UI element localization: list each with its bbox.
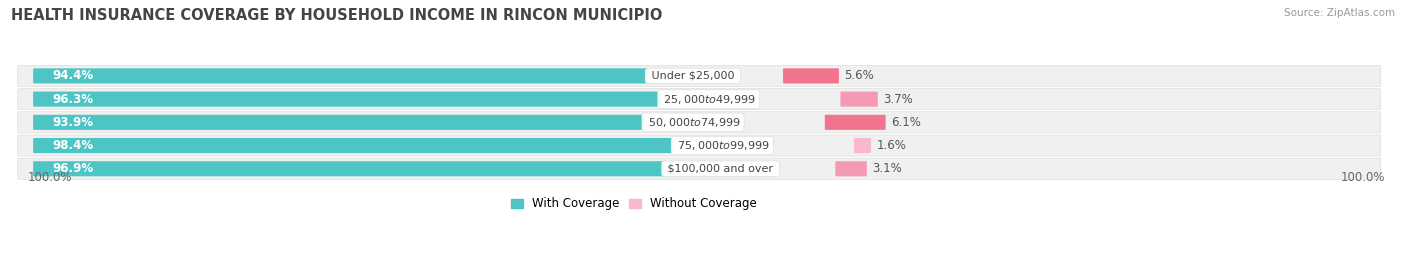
FancyBboxPatch shape xyxy=(853,138,870,153)
Text: 3.7%: 3.7% xyxy=(883,93,912,106)
FancyBboxPatch shape xyxy=(835,161,868,176)
Legend: With Coverage, Without Coverage: With Coverage, Without Coverage xyxy=(512,197,758,210)
FancyBboxPatch shape xyxy=(34,115,645,130)
Text: Source: ZipAtlas.com: Source: ZipAtlas.com xyxy=(1284,8,1395,18)
Text: 3.1%: 3.1% xyxy=(873,162,903,175)
FancyBboxPatch shape xyxy=(18,65,1381,86)
FancyBboxPatch shape xyxy=(18,135,1381,156)
FancyBboxPatch shape xyxy=(783,68,839,83)
Text: $75,000 to $99,999: $75,000 to $99,999 xyxy=(673,139,770,152)
FancyBboxPatch shape xyxy=(825,115,886,130)
Text: 100.0%: 100.0% xyxy=(28,171,72,184)
FancyBboxPatch shape xyxy=(34,91,661,107)
Text: 96.9%: 96.9% xyxy=(52,162,94,175)
Text: 5.6%: 5.6% xyxy=(845,69,875,82)
Text: 98.4%: 98.4% xyxy=(52,139,94,152)
Text: 93.9%: 93.9% xyxy=(52,116,94,129)
FancyBboxPatch shape xyxy=(34,161,665,176)
Text: $50,000 to $74,999: $50,000 to $74,999 xyxy=(644,116,741,129)
Text: Under $25,000: Under $25,000 xyxy=(648,71,738,81)
FancyBboxPatch shape xyxy=(34,68,648,83)
FancyBboxPatch shape xyxy=(841,91,877,107)
Text: 6.1%: 6.1% xyxy=(891,116,921,129)
FancyBboxPatch shape xyxy=(18,89,1381,110)
FancyBboxPatch shape xyxy=(18,158,1381,179)
Text: 94.4%: 94.4% xyxy=(52,69,94,82)
Text: HEALTH INSURANCE COVERAGE BY HOUSEHOLD INCOME IN RINCON MUNICIPIO: HEALTH INSURANCE COVERAGE BY HOUSEHOLD I… xyxy=(11,8,662,23)
Text: $100,000 and over: $100,000 and over xyxy=(664,164,776,174)
FancyBboxPatch shape xyxy=(34,138,675,153)
Text: 100.0%: 100.0% xyxy=(1340,171,1385,184)
FancyBboxPatch shape xyxy=(18,112,1381,133)
Text: $25,000 to $49,999: $25,000 to $49,999 xyxy=(661,93,756,106)
Text: 1.6%: 1.6% xyxy=(876,139,907,152)
Text: 96.3%: 96.3% xyxy=(52,93,94,106)
